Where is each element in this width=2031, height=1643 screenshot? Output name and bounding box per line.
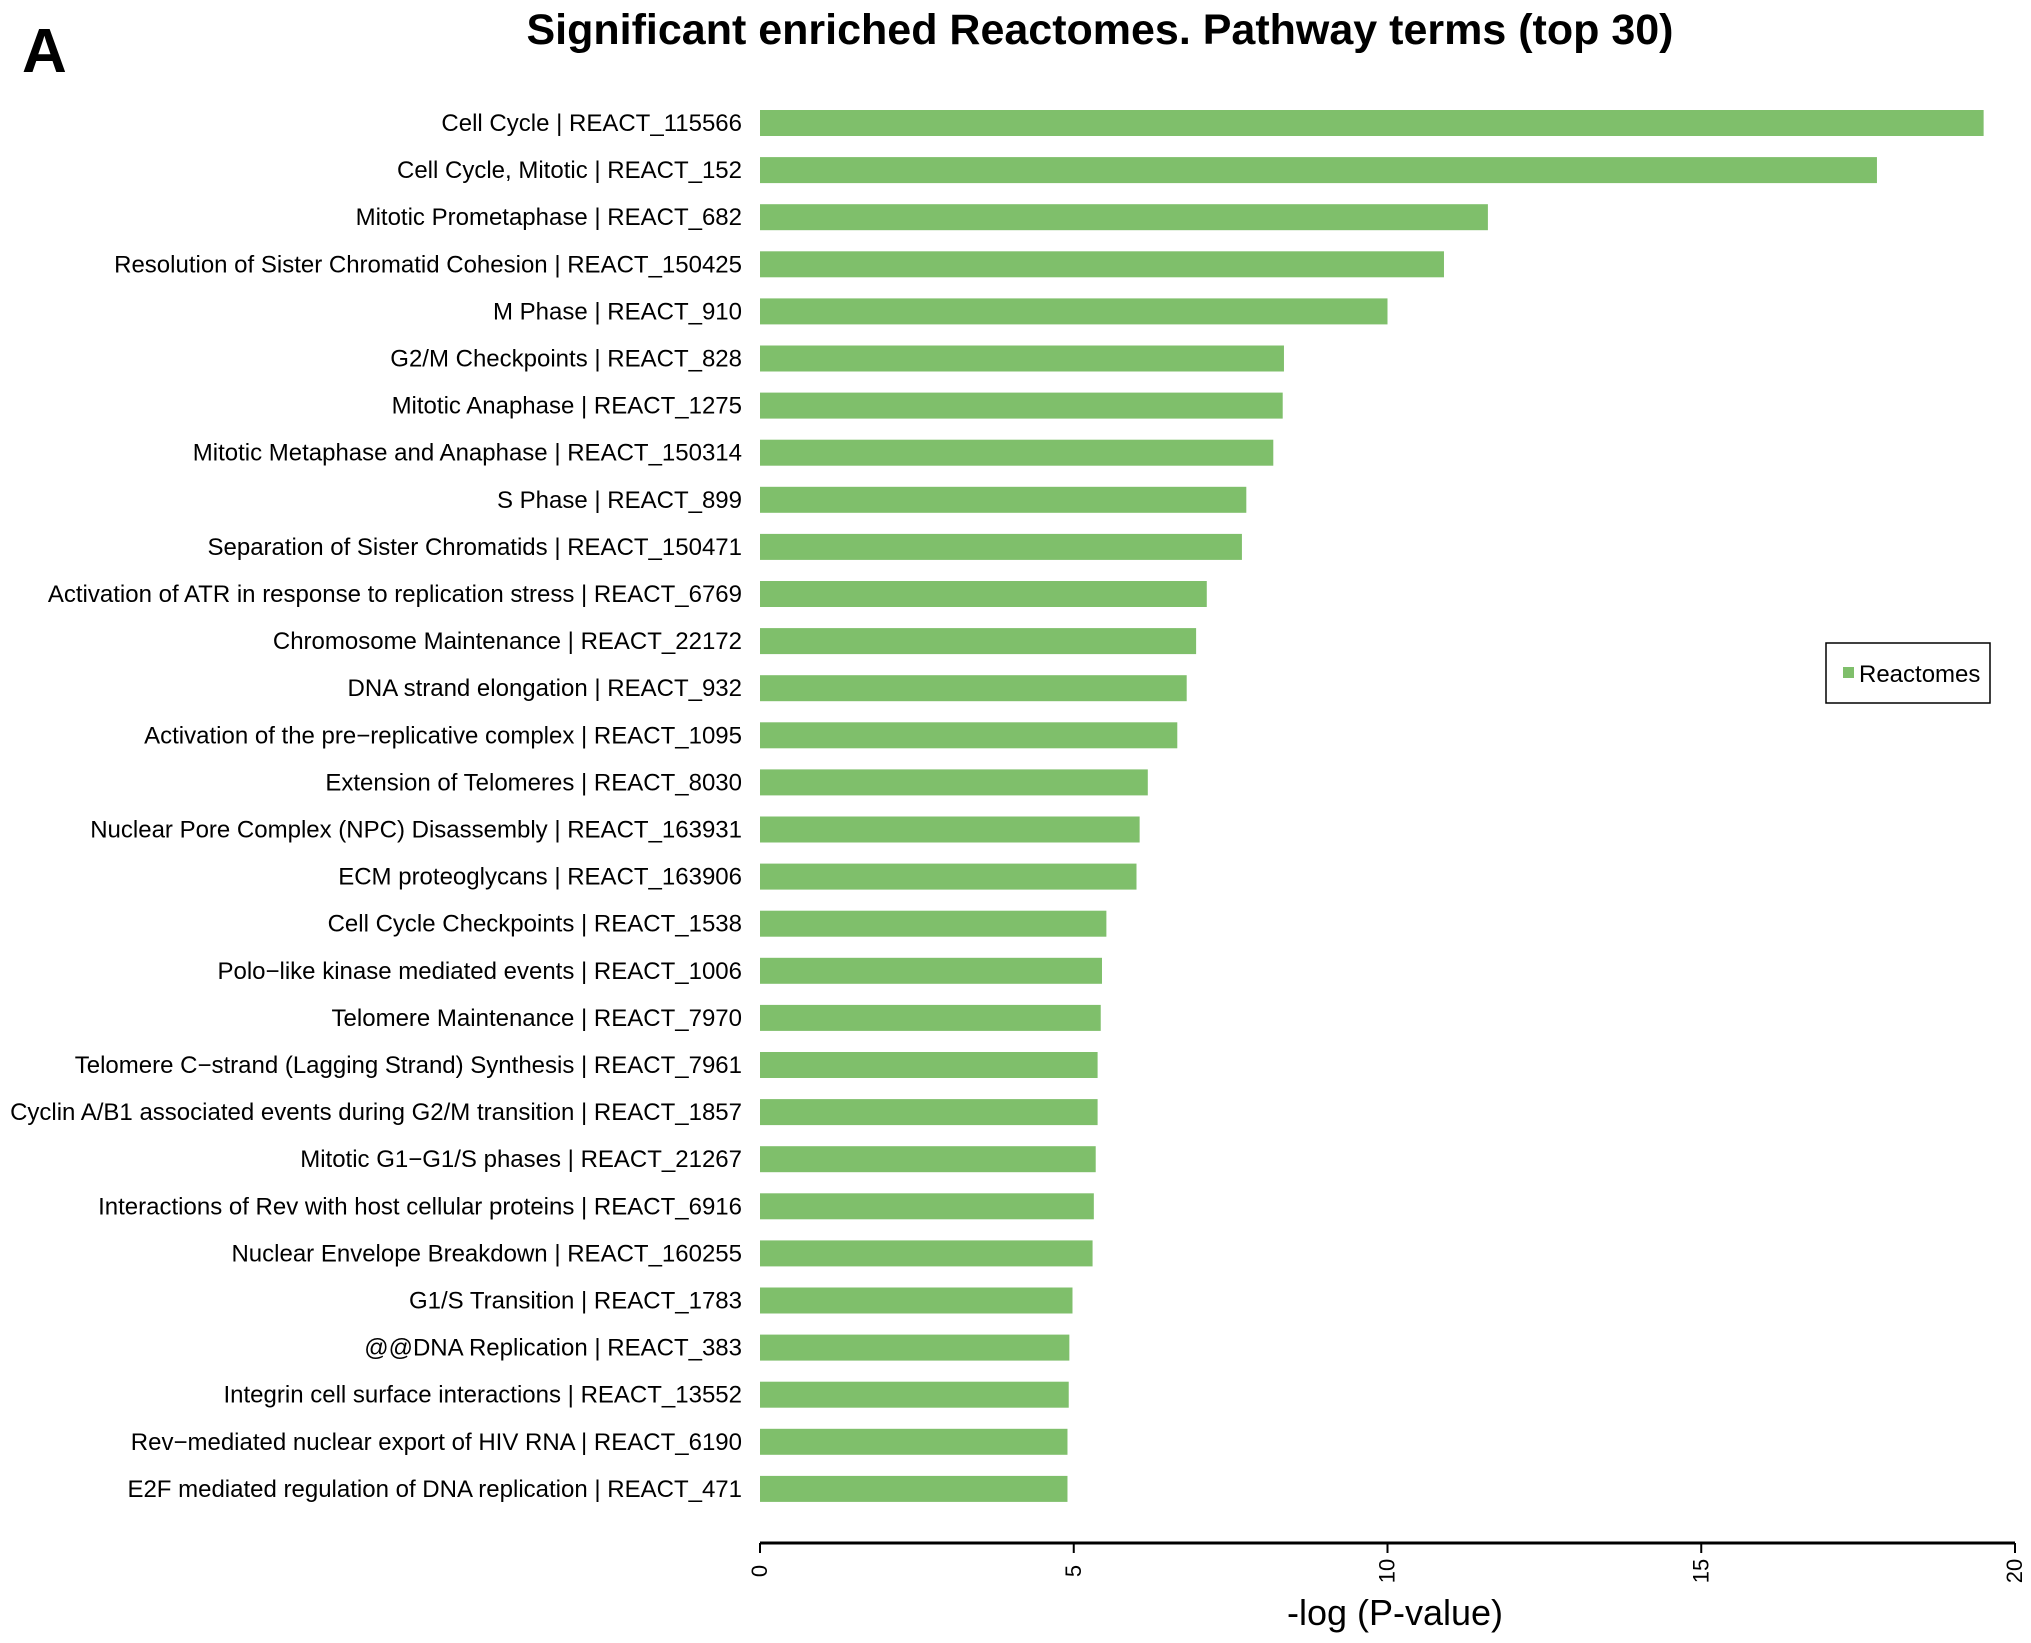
x-tick-label: 0 bbox=[747, 1565, 772, 1577]
category-label: Mitotic Anaphase | REACT_1275 bbox=[392, 393, 742, 420]
panel-label: A bbox=[22, 17, 67, 86]
bar bbox=[760, 1004, 1101, 1031]
category-label: Rev−mediated nuclear export of HIV RNA |… bbox=[131, 1429, 742, 1456]
category-label: Activation of ATR in response to replica… bbox=[48, 581, 742, 608]
bar bbox=[760, 1428, 1068, 1455]
category-label: Separation of Sister Chromatids | REACT_… bbox=[207, 534, 742, 561]
category-label: Chromosome Maintenance | REACT_22172 bbox=[273, 628, 742, 655]
bar bbox=[760, 1287, 1073, 1314]
x-axis: 0 5 10 15 20 bbox=[747, 1541, 2027, 1583]
bar bbox=[760, 910, 1107, 937]
category-label: Interactions of Rev with host cellular p… bbox=[98, 1193, 742, 1220]
bar bbox=[760, 204, 1488, 231]
category-label: Integrin cell surface interactions | REA… bbox=[224, 1382, 743, 1409]
category-labels-group: Cell Cycle | REACT_115566 Cell Cycle, Mit… bbox=[10, 110, 742, 1503]
bar bbox=[760, 863, 1137, 890]
category-label: Nuclear Pore Complex (NPC) Disassembly |… bbox=[90, 817, 742, 844]
bar bbox=[760, 581, 1207, 607]
category-label: ECM proteoglycans | REACT_163906 bbox=[338, 864, 742, 891]
category-label: Activation of the pre−replicative comple… bbox=[144, 722, 742, 749]
bar bbox=[760, 298, 1388, 325]
category-label: M Phase | REACT_910 bbox=[493, 298, 742, 325]
bar bbox=[760, 675, 1187, 702]
bar bbox=[760, 1052, 1098, 1078]
bar bbox=[760, 1240, 1093, 1267]
x-tick-label: 15 bbox=[1688, 1559, 1713, 1583]
bar bbox=[760, 957, 1102, 984]
category-label: Cell Cycle | REACT_115566 bbox=[441, 110, 742, 137]
category-label: Nuclear Envelope Breakdown | REACT_16025… bbox=[231, 1240, 742, 1267]
bar bbox=[760, 816, 1140, 843]
category-label: Cyclin A/B1 associated events during G2/… bbox=[10, 1099, 742, 1126]
bar bbox=[760, 1193, 1094, 1220]
legend-label: Reactomes bbox=[1859, 661, 1980, 688]
bar bbox=[760, 769, 1148, 796]
category-label: Resolution of Sister Chromatid Cohesion … bbox=[114, 251, 742, 278]
category-label: Extension of Telomeres | REACT_8030 bbox=[325, 769, 742, 796]
bar bbox=[760, 1334, 1070, 1361]
x-tick-label: 5 bbox=[1061, 1565, 1086, 1577]
chart-title: Significant enriched Reactomes. Pathway … bbox=[527, 6, 1674, 54]
category-label: @@DNA Replication | REACT_383 bbox=[364, 1335, 742, 1362]
bar bbox=[760, 439, 1274, 466]
bar bbox=[760, 1381, 1069, 1408]
category-label: E2F mediated regulation of DNA replicati… bbox=[127, 1476, 742, 1503]
category-label: Cell Cycle Checkpoints | REACT_1538 bbox=[328, 911, 742, 938]
x-axis-title: -log (P-value) bbox=[1287, 1592, 1503, 1633]
category-label: Telomere C−strand (Lagging Strand) Synth… bbox=[75, 1052, 742, 1079]
bar bbox=[760, 110, 1984, 136]
category-label: S Phase | REACT_899 bbox=[497, 487, 742, 514]
bar bbox=[760, 628, 1197, 655]
bar bbox=[760, 533, 1242, 560]
category-label: Mitotic G1−G1/S phases | REACT_21267 bbox=[300, 1146, 742, 1173]
bar bbox=[760, 1099, 1098, 1126]
x-axis-ticks: 0 5 10 15 20 bbox=[747, 1543, 2027, 1583]
category-label: Mitotic Metaphase and Anaphase | REACT_1… bbox=[193, 440, 742, 467]
category-label: Telomere Maintenance | REACT_7970 bbox=[332, 1005, 742, 1032]
bar bbox=[760, 722, 1178, 749]
legend: Reactomes bbox=[1825, 642, 1991, 704]
bar bbox=[760, 1146, 1096, 1173]
bar bbox=[760, 486, 1247, 513]
bar bbox=[760, 157, 1877, 184]
category-label: Mitotic Prometaphase | REACT_682 bbox=[356, 204, 742, 231]
bar bbox=[760, 1475, 1068, 1502]
category-label: Cell Cycle, Mitotic | REACT_152 bbox=[397, 157, 742, 184]
bar bbox=[760, 392, 1283, 419]
bar bbox=[760, 345, 1284, 372]
category-label: G2/M Checkpoints | REACT_828 bbox=[390, 346, 742, 373]
category-label: DNA strand elongation | REACT_932 bbox=[348, 675, 742, 702]
category-label: Polo−like kinase mediated events | REACT… bbox=[217, 958, 742, 985]
x-tick-label: 20 bbox=[2002, 1559, 2027, 1583]
x-tick-label: 10 bbox=[1375, 1559, 1400, 1583]
bars-group bbox=[760, 110, 1984, 1502]
legend-swatch bbox=[1843, 667, 1854, 678]
bar bbox=[760, 251, 1444, 278]
category-label: G1/S Transition | REACT_1783 bbox=[409, 1288, 742, 1315]
